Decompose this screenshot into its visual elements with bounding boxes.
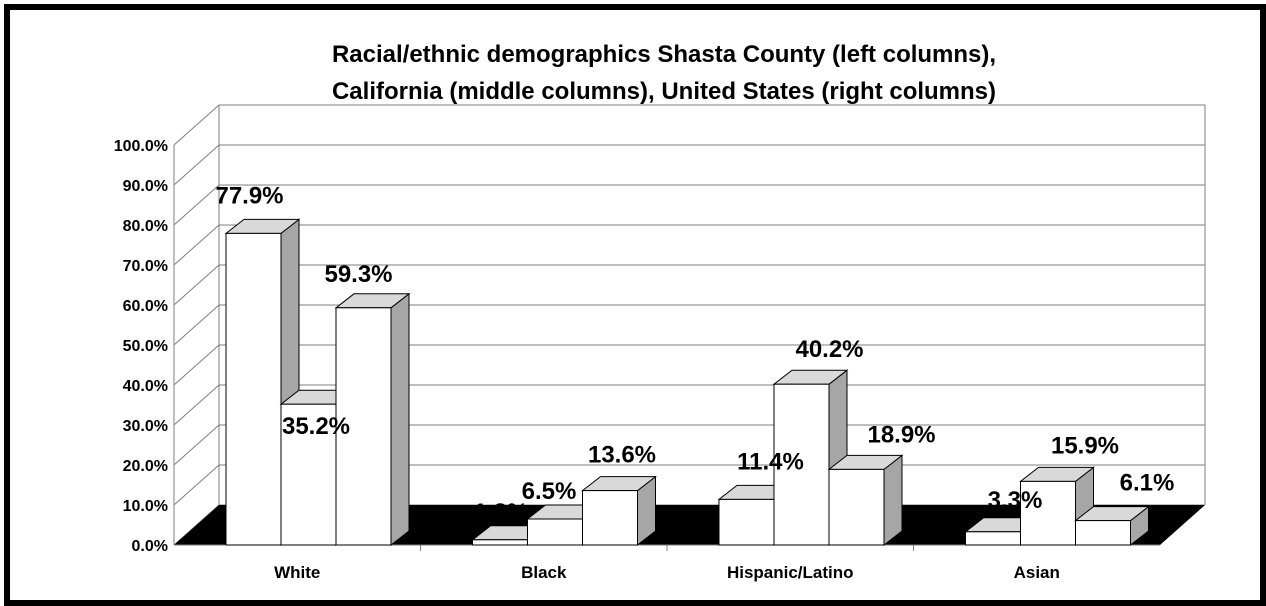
y-tick-label: 50.0% bbox=[123, 338, 168, 355]
y-axis-ticks: 0.0% 10.0% 20.0% 30.0% 40.0% 50.0% 60.0% 70.0% 8… bbox=[114, 138, 168, 555]
y-tick-label: 0.0% bbox=[132, 538, 168, 555]
bar-front-face bbox=[280, 403, 337, 546]
y-tick-label: 30.0% bbox=[123, 418, 168, 435]
x-axis-ticks: White Black Hispanic/Latino Asian bbox=[274, 545, 1060, 582]
y-tick-label: 100.0% bbox=[114, 138, 168, 155]
data-label: 77.9% bbox=[215, 182, 283, 209]
bar-front-face bbox=[1020, 480, 1076, 546]
side-gridline bbox=[173, 424, 220, 466]
data-label: 40.2% bbox=[795, 336, 863, 363]
bar-front-face bbox=[225, 232, 282, 546]
data-label: 35.2% bbox=[282, 413, 350, 440]
side-gridline bbox=[173, 384, 220, 426]
bar bbox=[334, 292, 411, 547]
chart-subtitle: California (middle columns), United Stat… bbox=[332, 78, 996, 105]
data-label: 11.4% bbox=[737, 448, 804, 475]
chart-title: Racial/ethnic demographics Shasta County… bbox=[332, 41, 996, 68]
side-gridline bbox=[173, 224, 220, 266]
y-tick-label: 10.0% bbox=[123, 498, 168, 515]
y-tick-label: 70.0% bbox=[123, 258, 168, 275]
data-label: 6.5% bbox=[522, 478, 577, 505]
bar-side-face bbox=[883, 454, 903, 547]
side-gridline bbox=[173, 184, 220, 226]
bar-front-face bbox=[582, 490, 638, 546]
y-tick-label: 80.0% bbox=[123, 218, 168, 235]
bar bbox=[1074, 505, 1150, 547]
side-gridline bbox=[173, 464, 220, 506]
bars-layer bbox=[224, 218, 1150, 547]
bar-side-face bbox=[390, 292, 410, 547]
data-labels-layer: 77.9% 35.2% 59.3% 1.3%6.5% 13.6% 11.4% 40.2% 18… bbox=[215, 182, 1174, 525]
data-label: 18.9% bbox=[867, 421, 935, 448]
bar-front-face bbox=[1075, 520, 1131, 546]
y-tick-label: 90.0% bbox=[123, 178, 168, 195]
data-label: 59.3% bbox=[324, 261, 392, 288]
bar-front-face bbox=[472, 539, 528, 546]
bar-front-face bbox=[773, 383, 830, 546]
y-tick-label: 20.0% bbox=[123, 458, 168, 475]
bar bbox=[581, 475, 657, 547]
side-gridline bbox=[173, 264, 220, 306]
bar-front-face bbox=[527, 518, 583, 546]
x-tick-label: White bbox=[274, 563, 320, 582]
x-tick-label: Hispanic/Latino bbox=[727, 563, 854, 582]
chart-floor bbox=[174, 505, 1205, 545]
x-tick-label: Black bbox=[521, 563, 567, 582]
data-label: 6.1% bbox=[1120, 470, 1175, 497]
chart-svg: Racial/ethnic demographics Shasta County… bbox=[114, 41, 1206, 582]
bar bbox=[827, 454, 904, 547]
y-tick-label: 40.0% bbox=[123, 378, 168, 395]
data-label: 3.3% bbox=[988, 487, 1043, 514]
bar-front-face bbox=[828, 468, 885, 546]
x-tick-label: Asian bbox=[1014, 563, 1060, 582]
data-label: 1.3% bbox=[474, 499, 529, 526]
bar-front-face bbox=[335, 307, 392, 546]
bar-front-face bbox=[718, 498, 775, 546]
side-gridline bbox=[173, 104, 220, 146]
data-label: 15.9% bbox=[1051, 432, 1119, 459]
data-label: 13.6% bbox=[588, 442, 656, 469]
side-gridline bbox=[173, 144, 220, 186]
y-tick-label: 60.0% bbox=[123, 298, 168, 315]
side-gridline bbox=[173, 344, 220, 386]
bar-front-face bbox=[965, 531, 1021, 546]
chart-frame: Racial/ethnic demographics Shasta County… bbox=[4, 4, 1266, 606]
side-gridline bbox=[173, 304, 220, 346]
